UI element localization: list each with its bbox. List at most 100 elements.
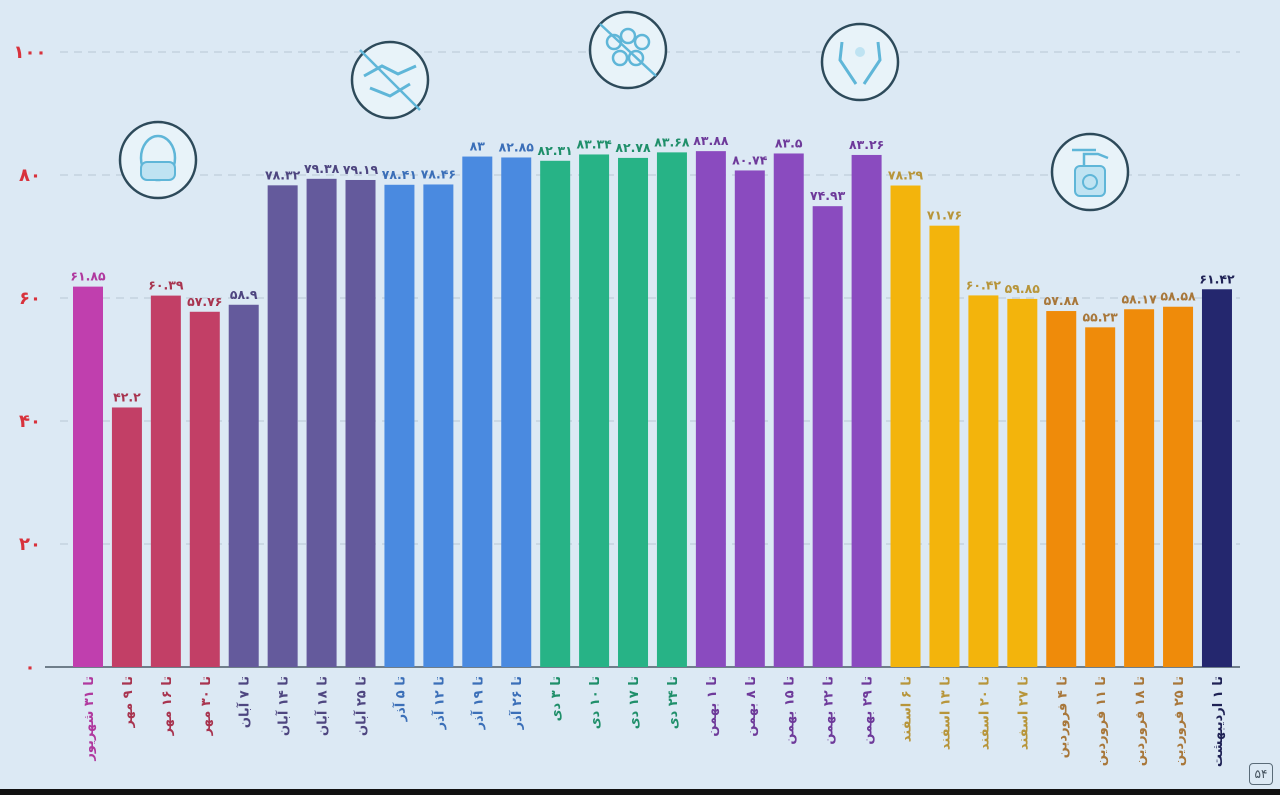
bar [695, 151, 726, 667]
bar [228, 304, 259, 667]
data-label: ۸۳ [470, 139, 486, 154]
data-label: ۸۲.۷۸ [615, 140, 651, 155]
data-label: ۵۸.۹ [230, 287, 258, 302]
x-tick-label: تا ۱۴ آبان [275, 676, 292, 736]
x-tick-label: تا ۱۸ آبان [314, 676, 331, 736]
person [627, 49, 645, 67]
data-label: ۸۲.۳۱ [538, 143, 573, 158]
bar [267, 185, 298, 667]
data-label: ۷۹.۳۸ [304, 161, 340, 176]
x-tick-label: تا ۱۱ فروردین [1094, 676, 1109, 766]
y-tick-label: ۴۰ [19, 411, 41, 432]
bar [734, 170, 765, 667]
person [611, 49, 629, 67]
x-tick-label: تا ۲۵ فروردین [1172, 676, 1187, 766]
bar [150, 295, 181, 667]
data-label: ۵۸.۵۸ [1160, 289, 1196, 304]
face-mask-icon [118, 120, 198, 200]
bar [540, 160, 571, 667]
hands [838, 41, 882, 85]
sprayer [1072, 148, 1109, 166]
bar [306, 178, 337, 668]
x-tick-label: تا ۱۲ آذر [430, 676, 447, 730]
bar [656, 152, 687, 668]
slash [359, 49, 421, 111]
x-tick-label: تا ۷ آبان [236, 676, 253, 728]
icon-circle [118, 120, 198, 200]
bar [929, 225, 960, 667]
bar [851, 154, 882, 668]
data-label: ۷۸.۴۶ [421, 166, 456, 181]
data-label: ۵۷.۷۶ [187, 294, 222, 309]
data-label: ۸۳.۸۸ [693, 133, 729, 148]
sanitizer-spray-icon [1050, 132, 1130, 212]
data-label: ۸۲.۸۵ [499, 139, 535, 154]
bubble [855, 47, 865, 57]
data-label: ۶۰.۳۹ [148, 278, 184, 293]
x-tick-label: تا ۱۶ مهر [160, 676, 175, 736]
mask [140, 161, 176, 181]
x-tick-label: تا ۶ اسفند [900, 676, 915, 742]
x-tick-label: تا ۲۲ بهمن [822, 676, 837, 745]
y-tick-label: ۸۰ [19, 165, 41, 186]
x-tick-label: تا ۳۰ مهر [199, 676, 214, 736]
data-label: ۵۵.۲۳ [1083, 309, 1119, 324]
bar [1201, 289, 1232, 667]
bar [812, 206, 843, 668]
person [619, 27, 637, 45]
y-tick-label: ۲۰ [19, 534, 41, 555]
bar [111, 407, 142, 667]
data-label: ۶۱.۸۵ [70, 269, 106, 284]
x-tick-label: تا ۱۷ دی [627, 676, 642, 729]
hand-washing-icon [820, 22, 900, 102]
data-label: ۷۸.۴۱ [382, 167, 417, 182]
x-tick-label: تا ۲۹ بهمن [861, 676, 876, 745]
bar [189, 311, 220, 667]
x-tick-label: تا ۵ آذر [391, 676, 408, 722]
x-tick-label: تا ۱۳ اسفند [938, 676, 953, 750]
x-tick-label: تا ۱۸ فروردین [1133, 676, 1148, 766]
data-label: ۵۷.۸۸ [1044, 293, 1080, 308]
data-label: ۷۸.۲۹ [888, 168, 924, 183]
bar [1007, 298, 1038, 667]
no-handshake-icon [350, 40, 430, 120]
y-tick-label: ۱۰۰ [14, 42, 47, 63]
x-tick-label: تا ۱۵ بهمن [783, 676, 798, 745]
cross [1082, 174, 1098, 190]
bar [968, 295, 999, 667]
data-label: ۸۳.۲۶ [849, 137, 884, 152]
bar [1163, 306, 1194, 667]
data-label: ۶۰.۴۲ [966, 277, 1002, 292]
x-tick-label: تا ۲۶ آذر [508, 676, 525, 730]
page-number: ۵۴ [1249, 763, 1273, 785]
y-tick-label: ۶۰ [19, 288, 41, 309]
bottom-border [0, 789, 1280, 795]
x-tick-label: تا ۲۴ دی [666, 676, 681, 729]
x-tick-label: تا ۳۱ شهریور [82, 676, 97, 762]
y-tick-label: ۰ [25, 657, 36, 678]
data-label: ۴۲.۲ [113, 389, 141, 404]
bar [423, 184, 454, 667]
x-tick-label: تا ۸ بهمن [744, 676, 759, 737]
bar [462, 156, 493, 668]
slash [599, 23, 657, 77]
bar [384, 184, 415, 667]
no-crowd-icon [588, 10, 668, 90]
x-tick-label: تا ۲۰ اسفند [977, 676, 992, 750]
bottle [1074, 165, 1106, 197]
bar [345, 179, 376, 667]
data-label: ۵۹.۸۵ [1005, 281, 1041, 296]
data-label: ۷۴.۹۳ [810, 188, 846, 203]
bar [890, 185, 921, 668]
data-label: ۸۳.۵ [775, 135, 803, 150]
data-label: ۷۸.۳۲ [265, 167, 301, 182]
hands [363, 64, 417, 98]
bar [1046, 311, 1077, 667]
data-label: ۵۸.۱۷ [1121, 291, 1157, 306]
bar [773, 153, 804, 668]
x-tick-label: تا ۲۵ آبان [353, 676, 370, 736]
bar [1124, 309, 1155, 667]
data-label: ۷۱.۷۶ [927, 208, 962, 223]
x-tick-label: تا ۱۹ آذر [469, 676, 486, 730]
